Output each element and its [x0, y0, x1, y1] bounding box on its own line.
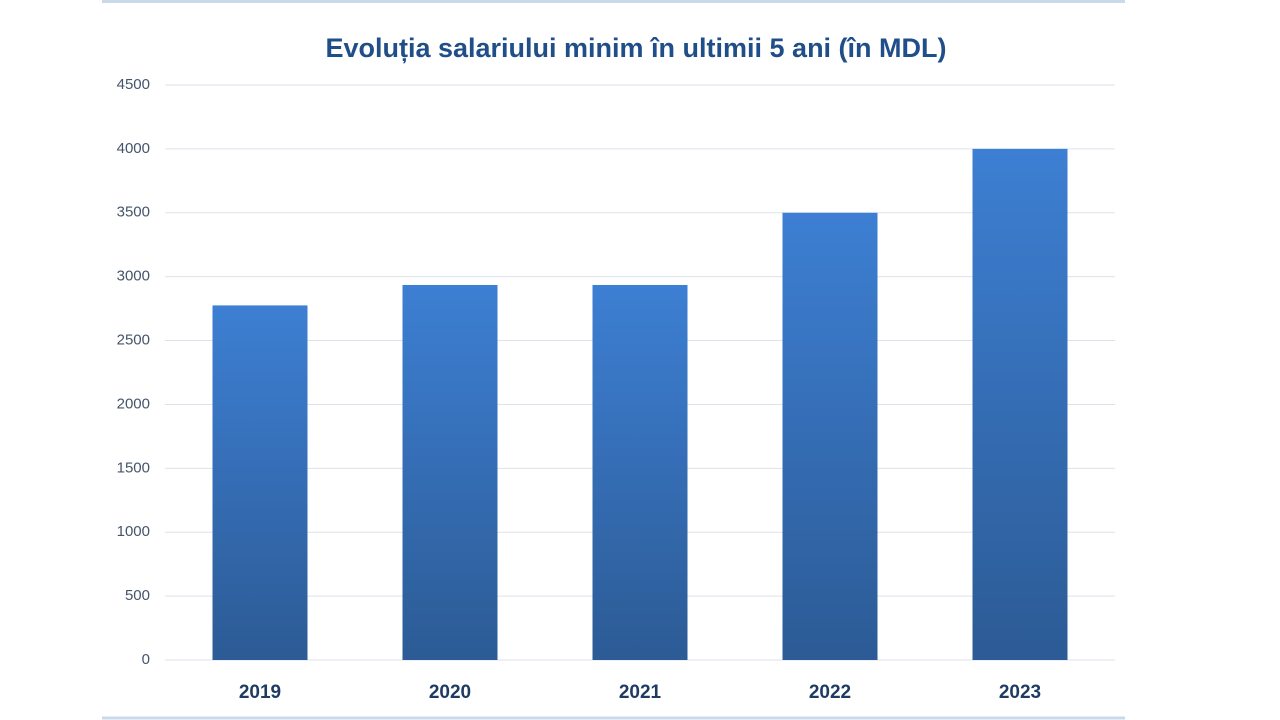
bar	[212, 305, 308, 660]
y-tick-label: 4000	[117, 140, 150, 157]
y-tick-label: 2500	[117, 332, 150, 349]
y-tick-label: 1000	[117, 523, 150, 540]
y-tick-label: 1500	[117, 459, 150, 476]
x-tick-label: 2023	[999, 682, 1041, 703]
y-tick-label: 2000	[117, 395, 150, 412]
bar	[972, 148, 1068, 660]
y-tick-label: 4500	[117, 76, 150, 93]
chart-title: Evoluția salariului minim în ultimii 5 a…	[325, 33, 946, 63]
y-tick-label: 3000	[117, 268, 150, 285]
bar	[782, 212, 878, 660]
y-tick-label: 500	[125, 587, 150, 604]
bar	[402, 284, 498, 660]
x-tick-label: 2022	[809, 682, 851, 703]
bar	[592, 284, 688, 660]
x-tick-label: 2021	[619, 682, 662, 703]
y-tick-label: 3500	[117, 204, 150, 221]
x-tick-label: 2020	[429, 682, 471, 703]
x-tick-label: 2019	[239, 682, 281, 703]
y-tick-label: 0	[142, 651, 150, 668]
